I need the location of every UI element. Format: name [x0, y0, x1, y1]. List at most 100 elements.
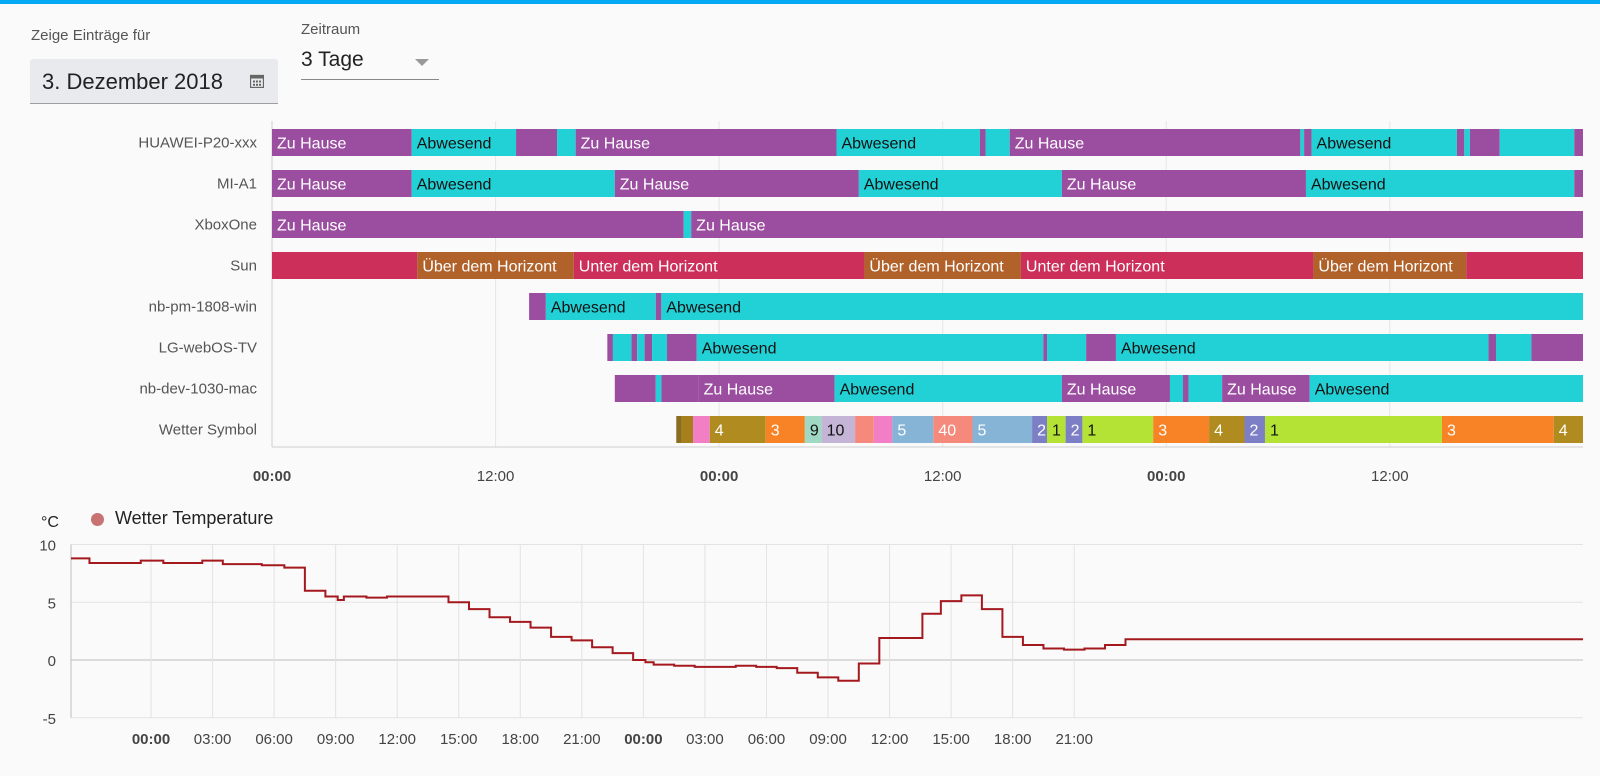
timeline-segment[interactable] — [516, 129, 558, 156]
timeline-segment[interactable] — [1188, 375, 1223, 402]
timeline-segment[interactable] — [985, 129, 1010, 156]
temperature-series-line[interactable] — [71, 557, 1583, 682]
timeline-segment[interactable] — [652, 334, 667, 361]
timeline-segment[interactable] — [821, 416, 856, 443]
timeline-segment[interactable] — [1441, 416, 1554, 443]
timeline-segment[interactable] — [1183, 375, 1189, 402]
timeline-segment[interactable] — [691, 211, 1583, 238]
timeline-segment[interactable] — [575, 129, 837, 156]
timeline-segment[interactable] — [696, 334, 1044, 361]
timeline-segment[interactable] — [933, 416, 973, 443]
timeline-segment[interactable] — [1061, 170, 1306, 197]
timeline-segment[interactable] — [681, 416, 694, 443]
timeline-segment[interactable] — [979, 129, 986, 156]
timeline-segment[interactable] — [655, 375, 662, 402]
timeline-segment[interactable] — [1495, 334, 1532, 361]
timeline-segment[interactable] — [411, 170, 615, 197]
timeline-segment[interactable] — [1574, 170, 1583, 197]
timeline-segment[interactable] — [607, 334, 613, 361]
timeline-segment[interactable] — [573, 252, 865, 279]
timeline-segment[interactable] — [1456, 129, 1465, 156]
timeline-segment[interactable] — [873, 416, 893, 443]
timeline-segment[interactable] — [545, 293, 656, 320]
timeline-segment[interactable] — [272, 129, 412, 156]
timeline-segment[interactable] — [836, 129, 980, 156]
timeline-segment[interactable] — [1222, 375, 1310, 402]
timeline-segment-label: 3 — [1447, 423, 1456, 440]
timeline-segment[interactable] — [272, 211, 684, 238]
x-tick-label: 09:00 — [809, 731, 847, 748]
timeline-segment[interactable] — [1469, 129, 1500, 156]
timeline-segment[interactable] — [804, 416, 822, 443]
timeline-segment[interactable] — [858, 170, 1062, 197]
timeline-segment[interactable] — [1531, 334, 1583, 361]
timeline-segment[interactable] — [1061, 375, 1170, 402]
timeline-segment[interactable] — [272, 170, 412, 197]
timeline-segment[interactable] — [1466, 252, 1583, 279]
timeline-segment[interactable] — [1209, 416, 1245, 443]
timeline-segment[interactable] — [614, 170, 859, 197]
timeline-segment[interactable] — [411, 129, 517, 156]
chevron-down-icon[interactable] — [415, 59, 429, 66]
timeline-segment[interactable] — [1300, 129, 1305, 156]
timeline-segment[interactable] — [1244, 416, 1265, 443]
timeline-segment[interactable] — [972, 416, 1033, 443]
timeline-segment[interactable] — [1574, 129, 1583, 156]
timeline-segment[interactable] — [666, 334, 697, 361]
timeline-segment-label: 1 — [1087, 423, 1096, 440]
timeline-segment[interactable] — [834, 375, 1062, 402]
timeline-segment[interactable] — [644, 334, 653, 361]
x-tick-label: 15:00 — [932, 731, 970, 748]
timeline-segment-label: Abwesend — [666, 300, 741, 317]
timeline-segment[interactable] — [1304, 129, 1312, 156]
timeline-segment[interactable] — [1043, 334, 1048, 361]
timeline-segment[interactable] — [1309, 375, 1583, 402]
timeline-segment[interactable] — [1313, 252, 1467, 279]
timeline-segment[interactable] — [1065, 416, 1083, 443]
timeline-segment[interactable] — [272, 252, 418, 279]
timeline-segment[interactable] — [709, 416, 766, 443]
timeline-segment[interactable] — [676, 416, 682, 443]
timeline-segment[interactable] — [614, 375, 656, 402]
timeline-segment[interactable] — [1115, 334, 1489, 361]
timeline-segment[interactable] — [693, 416, 710, 443]
timeline-segment[interactable] — [1464, 129, 1470, 156]
timeline-segment[interactable] — [1047, 334, 1087, 361]
timeline-segment[interactable] — [1553, 416, 1583, 443]
timeline-segment[interactable] — [1153, 416, 1210, 443]
timeline-segment[interactable] — [698, 375, 835, 402]
timeline-segment[interactable] — [1032, 416, 1048, 443]
timeline-segment[interactable] — [1499, 129, 1575, 156]
timeline-segment[interactable] — [1488, 334, 1496, 361]
timeline-segment[interactable] — [864, 252, 1021, 279]
calendar-icon[interactable] — [250, 74, 264, 88]
timeline-segment[interactable] — [417, 252, 574, 279]
timeline-segment[interactable] — [765, 416, 805, 443]
timeline-segment[interactable] — [1082, 416, 1154, 443]
timeline-segment[interactable] — [683, 211, 692, 238]
range-dropdown[interactable]: 3 Tage — [301, 45, 439, 80]
timeline-segment[interactable] — [637, 334, 645, 361]
timeline-segment[interactable] — [1047, 416, 1066, 443]
timeline-segment-label: Zu Hause — [696, 218, 765, 235]
timeline-segment[interactable] — [557, 129, 576, 156]
timeline-segment[interactable] — [661, 293, 1583, 320]
timeline-segment[interactable] — [1305, 170, 1575, 197]
timeline-segment[interactable] — [529, 293, 546, 320]
timeline-segment[interactable] — [612, 334, 632, 361]
timeline-segment-label: Abwesend — [1317, 136, 1392, 153]
timeline-segment[interactable] — [631, 334, 638, 361]
timeline-segment[interactable] — [661, 375, 699, 402]
timeline-segment[interactable] — [1264, 416, 1442, 443]
timeline-segment[interactable] — [655, 293, 662, 320]
timeline-segment[interactable] — [1009, 129, 1301, 156]
x-tick-label: 12:00 — [871, 731, 909, 748]
timeline-segment[interactable] — [1086, 334, 1116, 361]
timeline-segment[interactable] — [1169, 375, 1184, 402]
timeline-segment-label: 1 — [1270, 423, 1279, 440]
timeline-segment[interactable] — [1020, 252, 1314, 279]
timeline-segment[interactable] — [892, 416, 934, 443]
timeline-segment[interactable] — [855, 416, 874, 443]
date-picker[interactable]: 3. Dezember 2018 — [30, 59, 278, 104]
timeline-segment[interactable] — [1311, 129, 1457, 156]
